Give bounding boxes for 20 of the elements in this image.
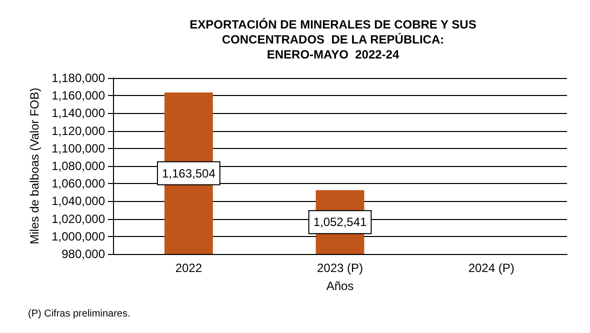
chart-title: EXPORTACIÓN DE MINERALES DE COBRE Y SUS CONCENTRADOS DE LA REPÚBLICA: ENERO-MAYO 2022-24 — [190, 18, 476, 62]
y-tick-label: 1,000,000 — [52, 229, 106, 244]
x-axis-title: Años — [326, 279, 354, 293]
x-tick-label: 2023 (P) — [316, 261, 364, 275]
y-tick-label: 1,040,000 — [52, 194, 106, 208]
x-tick-label: 2024 (P) — [468, 261, 514, 275]
y-axis-title: Miles de balboas (Valor FOB) — [28, 88, 42, 244]
y-tick-label: 1,080,000 — [52, 159, 106, 173]
data-label: 1,163,504 — [162, 166, 216, 180]
text: (P) Cifras preliminares. — [28, 308, 130, 320]
y-tick-label: 1,100,000 — [52, 141, 106, 156]
y-tick-label: 1,020,000 — [52, 212, 106, 226]
y-tick-label: 980,000 — [62, 247, 106, 261]
y-tick-label: 1,060,000 — [52, 176, 106, 191]
y-tick-label: 1,160,000 — [52, 88, 106, 103]
y-tick-label: 1,180,000 — [52, 71, 106, 85]
data-label: 1,052,541 — [313, 215, 368, 230]
x-tick-label: 2022 — [175, 261, 202, 275]
y-tick-label: 1,140,000 — [52, 106, 106, 120]
y-tick-label: 1,120,000 — [52, 124, 106, 138]
